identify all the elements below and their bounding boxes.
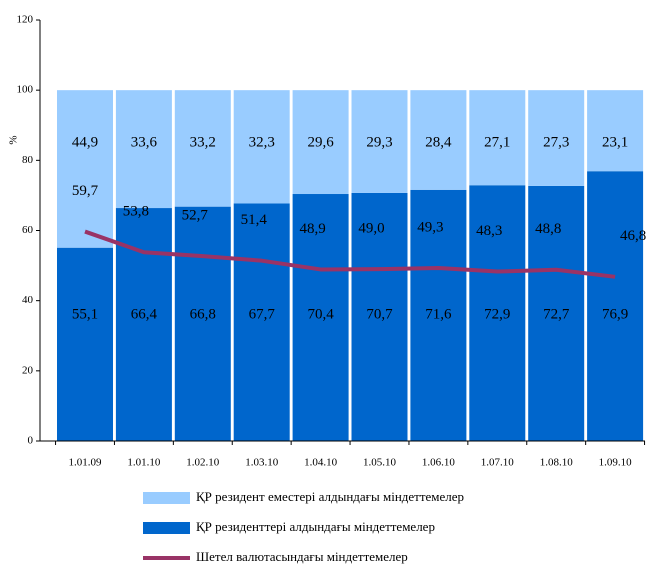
data-label: 67,7: [249, 306, 276, 322]
bar: [528, 185, 585, 441]
bar: [115, 208, 172, 441]
data-label: 23,1: [602, 134, 628, 150]
data-label: 48,9: [299, 221, 325, 237]
data-label: 44,9: [72, 134, 98, 150]
bar: [115, 90, 172, 209]
data-label: 27,1: [484, 134, 510, 150]
x-tick-label: 1.03.10: [245, 457, 279, 469]
data-label: 53,8: [123, 204, 149, 220]
data-label: 29,6: [307, 134, 334, 150]
bar: [351, 192, 408, 441]
data-label: 28,4: [425, 134, 452, 150]
bar: [57, 90, 113, 248]
bar: [469, 90, 526, 186]
x-tick-label: 1.02.10: [186, 457, 220, 469]
legend-label: ҚР резиденттері алдындағы міндеттемелер: [196, 519, 435, 534]
y-tick-label: 40: [22, 294, 34, 306]
data-label: 72,9: [484, 306, 510, 322]
bar: [469, 185, 526, 441]
data-label: 55,1: [72, 306, 98, 322]
data-label: 71,6: [425, 306, 452, 322]
y-axis-label: %: [8, 135, 20, 144]
bar: [292, 194, 349, 441]
line-series: [84, 229, 616, 279]
bar: [292, 90, 349, 195]
x-tick-label: 1.06.10: [422, 457, 456, 469]
y-tick-label: 120: [17, 14, 34, 26]
bar: [174, 90, 231, 207]
data-label: 70,4: [307, 306, 334, 322]
data-label: 29,3: [366, 134, 392, 150]
data-label: 51,4: [241, 212, 268, 228]
data-label: 33,2: [190, 134, 216, 150]
data-label: 66,4: [131, 306, 158, 322]
bar: [233, 203, 290, 441]
x-tick-label: 1.07.10: [481, 457, 515, 469]
data-label: 27,3: [543, 134, 569, 150]
legend-swatch: [143, 522, 190, 534]
bar: [528, 90, 585, 186]
data-label: 48,3: [476, 223, 502, 239]
data-label: 32,3: [249, 134, 275, 150]
x-tick-label: 1.08.10: [540, 457, 574, 469]
x-tick-label: 1.05.10: [363, 457, 397, 469]
data-label: 49,3: [417, 219, 443, 235]
bar: [587, 171, 644, 441]
x-tick-label: 1.04.10: [304, 457, 338, 469]
data-label: 46,8: [620, 228, 646, 244]
data-label: 52,7: [182, 208, 209, 224]
bar: [351, 90, 408, 193]
bar: [233, 90, 290, 204]
x-tick-label: 1.01.09: [69, 457, 103, 469]
data-label: 76,9: [602, 306, 628, 322]
y-tick-label: 0: [28, 435, 34, 447]
data-label: 59,7: [72, 183, 99, 199]
data-label: 66,8: [190, 306, 216, 322]
y-tick-label: 60: [22, 224, 34, 236]
data-label: 48,8: [535, 221, 561, 237]
legend-label: ҚР резидент еместері алдындағы міндеттем…: [196, 489, 464, 504]
bar: [57, 247, 113, 441]
bar: [410, 189, 467, 441]
bar: [410, 90, 467, 190]
x-tick-label: 1.01.10: [127, 457, 161, 469]
data-label: 49,0: [358, 221, 384, 237]
bar: [587, 90, 644, 172]
y-tick-label: 80: [22, 154, 34, 166]
data-label: 72,7: [543, 306, 570, 322]
legend-label: Шетел валютасындағы міндеттемелер: [196, 549, 408, 564]
data-label: 33,6: [131, 134, 158, 150]
legend-swatch: [143, 492, 190, 504]
x-tick-label: 1.09.10: [599, 457, 633, 469]
y-tick-label: 20: [22, 364, 34, 376]
bar: [174, 206, 231, 441]
y-tick-label: 100: [17, 84, 34, 96]
data-label: 70,7: [366, 306, 393, 322]
